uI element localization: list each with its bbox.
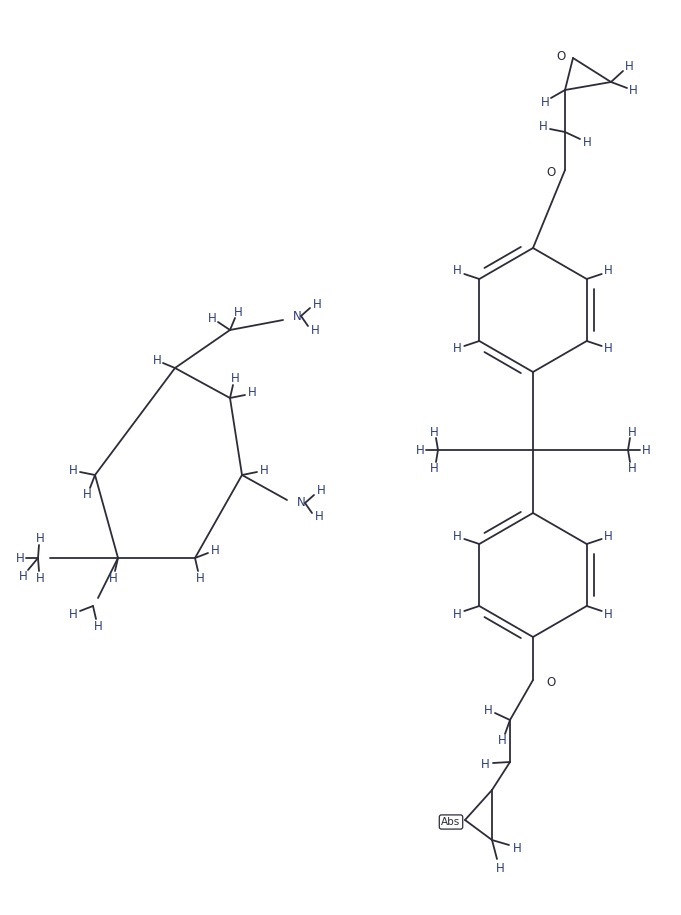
Text: H: H bbox=[484, 704, 492, 716]
Text: H: H bbox=[234, 306, 242, 318]
Text: H: H bbox=[541, 95, 550, 109]
Text: H: H bbox=[453, 530, 462, 543]
Text: H: H bbox=[539, 121, 548, 134]
Text: H: H bbox=[430, 461, 439, 475]
Text: H: H bbox=[604, 608, 613, 620]
Text: H: H bbox=[628, 461, 636, 475]
Text: H: H bbox=[604, 342, 613, 356]
Text: H: H bbox=[583, 135, 591, 148]
Text: H: H bbox=[317, 485, 326, 498]
Text: O: O bbox=[556, 49, 566, 62]
Text: N: N bbox=[297, 497, 305, 510]
Text: H: H bbox=[195, 572, 204, 585]
Text: H: H bbox=[481, 758, 490, 770]
Text: H: H bbox=[453, 264, 462, 277]
Text: H: H bbox=[69, 464, 78, 477]
Text: H: H bbox=[208, 311, 217, 325]
Text: Abs: Abs bbox=[441, 817, 460, 827]
Text: H: H bbox=[642, 444, 650, 457]
Text: H: H bbox=[231, 371, 240, 384]
Text: H: H bbox=[453, 608, 462, 620]
Text: H: H bbox=[82, 489, 91, 501]
Text: H: H bbox=[628, 425, 636, 438]
Text: H: H bbox=[69, 608, 78, 620]
Text: H: H bbox=[629, 83, 637, 96]
Text: H: H bbox=[604, 530, 613, 543]
Text: H: H bbox=[415, 444, 424, 457]
Text: H: H bbox=[604, 264, 613, 277]
Text: H: H bbox=[513, 842, 522, 855]
Text: H: H bbox=[18, 569, 27, 583]
Text: H: H bbox=[311, 324, 319, 337]
Text: H: H bbox=[453, 342, 462, 356]
Text: H: H bbox=[259, 464, 268, 477]
Text: H: H bbox=[498, 734, 507, 747]
Text: N: N bbox=[293, 309, 302, 322]
Text: H: H bbox=[430, 425, 439, 438]
Text: O: O bbox=[546, 166, 556, 178]
Text: H: H bbox=[35, 572, 44, 585]
Text: H: H bbox=[496, 862, 505, 875]
Text: H: H bbox=[35, 532, 44, 544]
Text: H: H bbox=[248, 386, 256, 400]
Text: H: H bbox=[315, 511, 323, 523]
Text: H: H bbox=[93, 619, 102, 632]
Text: H: H bbox=[109, 572, 117, 585]
Text: O: O bbox=[546, 675, 556, 688]
Text: H: H bbox=[210, 544, 219, 556]
Text: H: H bbox=[153, 353, 161, 367]
Text: H: H bbox=[313, 297, 321, 310]
Text: H: H bbox=[16, 552, 25, 565]
Text: H: H bbox=[624, 59, 633, 72]
